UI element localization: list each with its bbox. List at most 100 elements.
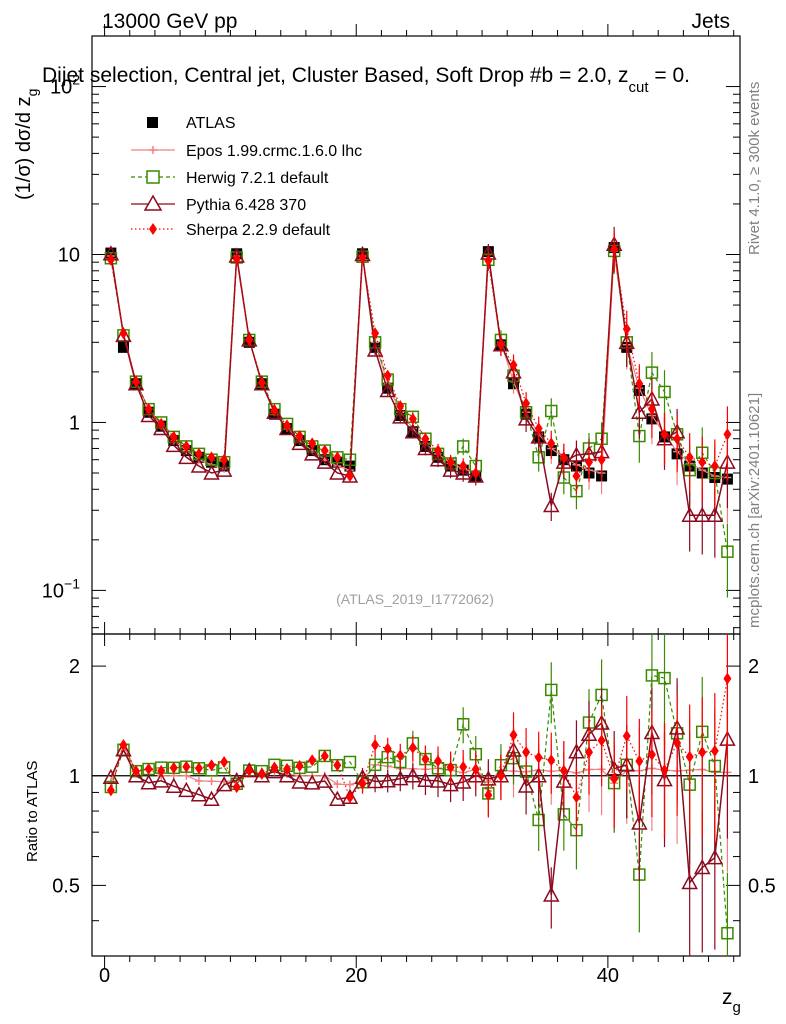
y-axis-label-ratio: Ratio to ATLAS: [24, 761, 41, 862]
sherpa-point: [723, 428, 732, 441]
sherpa-ratio-point: [157, 764, 166, 777]
legend-marker-epos: [149, 146, 157, 154]
sherpa-point: [522, 397, 531, 410]
sherpa-ratio-point: [547, 754, 556, 767]
pythia-ratio-point: [392, 770, 409, 786]
herwig-ratio-point: [645, 669, 659, 682]
sherpa-ratio-point: [610, 772, 619, 785]
x-tick-label: 0: [99, 965, 110, 987]
sherpa-ratio-point: [207, 759, 216, 772]
pythia-ratio-point: [190, 786, 208, 802]
pythia-ratio-point: [152, 772, 170, 788]
sherpa-ratio-point: [257, 767, 266, 780]
pythia-point: [190, 457, 208, 473]
pythia-point: [152, 419, 170, 436]
sherpa-ratio-point: [446, 761, 455, 774]
sherpa-point: [622, 323, 631, 336]
sherpa-point: [232, 253, 241, 266]
legend-item-pythia: Pythia 6.428 370: [131, 194, 306, 214]
sherpa-point: [345, 469, 354, 482]
herwig-ratio-point: [545, 683, 558, 697]
sherpa-ratio-point: [295, 759, 304, 772]
x-tick-label: 20: [345, 965, 367, 987]
legend-item-sherpa: Sherpa 2.2.9 default: [131, 222, 331, 239]
y-tick-label-base: 10: [50, 77, 72, 99]
pythia-point: [505, 363, 522, 379]
sherpa-ratio-point: [509, 728, 518, 741]
sherpa-ratio-point: [673, 736, 682, 749]
epos-ratio-point: [194, 776, 203, 785]
legend-marker-pythia: [143, 194, 163, 211]
sherpa-ratio-point: [358, 777, 367, 790]
y-tick-label-main: 1: [69, 412, 80, 434]
y-tick-label-ratio: 2: [69, 656, 80, 678]
pythia-point: [568, 446, 585, 462]
legend-label-herwig: Herwig 7.2.1 default: [186, 170, 329, 187]
series-line-herwig: [110, 250, 728, 552]
pythia-point: [178, 448, 195, 465]
sherpa-ratio-point: [522, 746, 531, 759]
sherpa-point: [421, 432, 430, 445]
sherpa-ratio-point: [572, 791, 581, 804]
herwig-ratio-point: [658, 671, 671, 685]
sherpa-ratio-point: [383, 742, 392, 755]
ratio-line-herwig: [110, 674, 728, 934]
sherpa-point: [308, 437, 317, 450]
sherpa-ratio-point: [320, 749, 329, 762]
pythia-ratio-point: [517, 777, 535, 793]
sherpa-ratio-point: [723, 672, 732, 685]
sherpa-point: [157, 417, 166, 430]
series-line-pythia: [110, 244, 729, 517]
legend-item-epos: Epos 1.99.crmc.1.6.0 lhc: [131, 143, 362, 160]
legend-label-epos: Epos 1.99.crmc.1.6.0 lhc: [186, 143, 362, 160]
herwig-point: [532, 451, 545, 464]
y-axis-label-main-text: (1/σ) dσ/d z: [13, 96, 35, 200]
sherpa-ratio-point: [559, 764, 568, 777]
epos-ratio-point: [182, 771, 191, 780]
sherpa-point: [169, 430, 178, 443]
sherpa-point: [245, 333, 254, 346]
epos-ratio-point: [333, 780, 342, 789]
sherpa-point: [383, 369, 392, 382]
x-axis-label-text: z: [722, 986, 733, 1009]
herwig-point: [658, 385, 671, 399]
sherpa-point: [283, 419, 292, 432]
sherpa-ratio-point: [283, 763, 292, 776]
sherpa-point: [320, 444, 329, 457]
pythia-ratio-point: [429, 772, 447, 788]
y-tick-label-main: 10−1: [42, 575, 80, 602]
pythia-point: [706, 506, 724, 523]
epos-ratio-point: [207, 777, 216, 786]
pythia-point: [303, 445, 321, 461]
pythia-ratio-point: [303, 774, 321, 790]
plot-subtitle-main: Dijet selection, Central jet, Cluster Ba…: [42, 64, 629, 87]
sherpa-ratio-point: [635, 755, 644, 768]
herwig-point: [721, 545, 734, 558]
sherpa-point: [295, 430, 304, 443]
pythia-ratio-point: [404, 767, 422, 783]
pythia-point: [442, 461, 459, 477]
sherpa-ratio-point: [534, 751, 543, 764]
pythia-ratio-point: [115, 741, 132, 757]
sherpa-point: [673, 432, 682, 445]
energy-label: 13000 GeV pp: [102, 10, 237, 33]
pythia-ratio-point: [379, 772, 396, 788]
herwig-point: [645, 366, 659, 379]
legend-marker-sherpa: [149, 223, 157, 235]
herwig-ratio-point: [368, 758, 382, 772]
analysis-id-watermark: (ATLAS_2019_I1772062): [336, 591, 494, 607]
pythia-ratio-point: [693, 858, 711, 875]
sherpa-point: [547, 437, 556, 450]
herwig-ratio-point: [456, 718, 470, 731]
sherpa-point: [106, 253, 115, 266]
pythia-point: [278, 419, 296, 436]
series-line-epos: [110, 250, 728, 479]
x-tick-label: 40: [597, 965, 619, 987]
herwig-point: [545, 404, 558, 418]
pythia-point: [127, 375, 145, 391]
sherpa-ratio-point: [144, 763, 153, 776]
sherpa-ratio-point: [434, 755, 443, 768]
pythia-point: [266, 403, 283, 420]
sherpa-point: [182, 440, 191, 453]
herwig-ratio-point: [343, 755, 357, 769]
